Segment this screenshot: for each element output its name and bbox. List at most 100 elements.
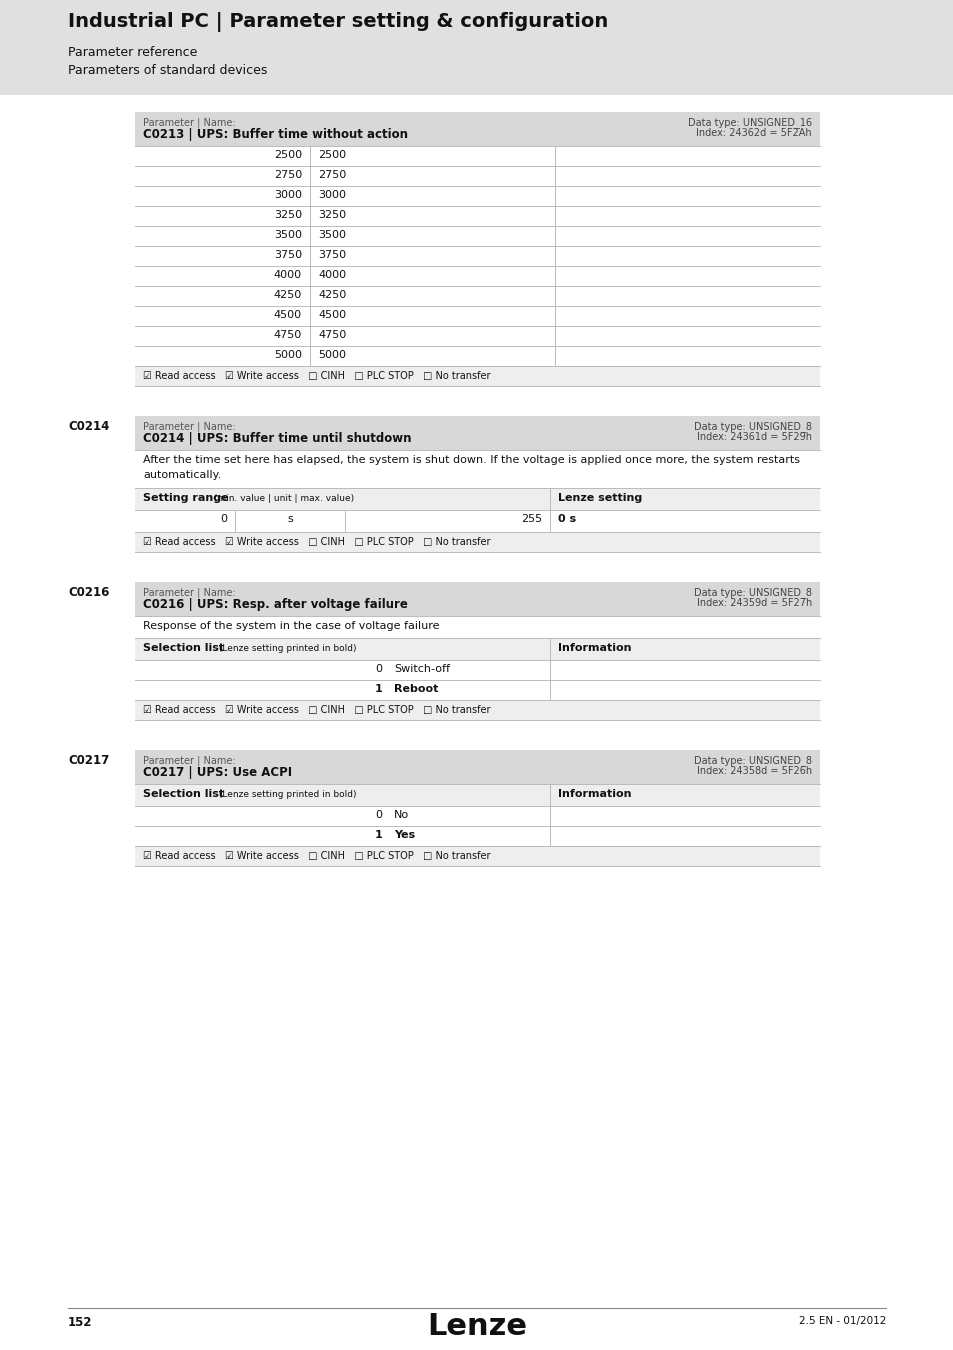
Text: 1: 1	[374, 684, 381, 694]
Text: 0 s: 0 s	[558, 514, 576, 524]
Text: Parameter | Name:: Parameter | Name:	[143, 755, 235, 765]
Text: Information: Information	[558, 643, 631, 653]
Bar	[135, 325, 820, 346]
Text: ☑ Read access   ☑ Write access   □ CINH   □ PLC STOP   □ No transfer: ☑ Read access ☑ Write access □ CINH □ PL…	[143, 705, 490, 716]
Text: Selection list: Selection list	[143, 643, 224, 653]
Bar	[135, 582, 820, 616]
Text: 3000: 3000	[317, 190, 346, 200]
Text: Data type: UNSIGNED_16: Data type: UNSIGNED_16	[687, 117, 811, 128]
Text: 3250: 3250	[274, 211, 302, 220]
Bar	[135, 680, 820, 701]
Text: C0214 | UPS: Buffer time until shutdown: C0214 | UPS: Buffer time until shutdown	[143, 432, 411, 446]
Bar	[135, 450, 820, 487]
Bar	[135, 266, 820, 286]
Text: 3250: 3250	[317, 211, 346, 220]
Text: 5000: 5000	[317, 350, 346, 360]
Text: Switch-off: Switch-off	[394, 664, 450, 674]
Text: Response of the system in the case of voltage failure: Response of the system in the case of vo…	[143, 621, 439, 630]
Bar	[135, 846, 820, 865]
Text: ☑ Read access   ☑ Write access   □ CINH   □ PLC STOP   □ No transfer: ☑ Read access ☑ Write access □ CINH □ PL…	[143, 850, 490, 861]
Text: (min. value | unit | max. value): (min. value | unit | max. value)	[211, 494, 354, 504]
Text: Yes: Yes	[394, 830, 415, 840]
Bar	[135, 286, 820, 306]
Bar	[135, 112, 820, 146]
Text: ☑ Read access   ☑ Write access   □ CINH   □ PLC STOP   □ No transfer: ☑ Read access ☑ Write access □ CINH □ PL…	[143, 537, 490, 547]
Text: Reboot: Reboot	[394, 684, 438, 694]
Text: Parameter | Name:: Parameter | Name:	[143, 421, 235, 432]
Bar	[135, 639, 820, 660]
Text: 3500: 3500	[274, 230, 302, 240]
Bar	[135, 510, 820, 532]
Text: 0: 0	[375, 664, 381, 674]
Text: 3500: 3500	[317, 230, 346, 240]
Bar	[135, 701, 820, 720]
Text: 4000: 4000	[274, 270, 302, 279]
Text: 4500: 4500	[274, 310, 302, 320]
Text: ☑ Read access   ☑ Write access   □ CINH   □ PLC STOP   □ No transfer: ☑ Read access ☑ Write access □ CINH □ PL…	[143, 371, 490, 381]
Bar	[135, 146, 820, 166]
Text: Index: 24359d = 5F27h: Index: 24359d = 5F27h	[696, 598, 811, 608]
Bar	[135, 826, 820, 846]
Text: Index: 24362d = 5F2Ah: Index: 24362d = 5F2Ah	[696, 128, 811, 138]
Text: C0213 | UPS: Buffer time without action: C0213 | UPS: Buffer time without action	[143, 128, 408, 140]
Text: After the time set here has elapsed, the system is shut down. If the voltage is : After the time set here has elapsed, the…	[143, 455, 800, 464]
Text: 2750: 2750	[317, 170, 346, 180]
Text: 152: 152	[68, 1316, 92, 1328]
Bar	[135, 306, 820, 325]
Text: 3750: 3750	[274, 250, 302, 261]
Text: 4750: 4750	[274, 329, 302, 340]
Text: automatically.: automatically.	[143, 470, 221, 481]
Text: Information: Information	[558, 788, 631, 799]
Text: Index: 24358d = 5F26h: Index: 24358d = 5F26h	[696, 765, 811, 776]
Bar	[135, 246, 820, 266]
Bar	[0, 0, 953, 95]
Text: Index: 24361d = 5F29h: Index: 24361d = 5F29h	[697, 432, 811, 441]
Bar	[135, 366, 820, 386]
Text: C0217: C0217	[68, 755, 110, 767]
Text: s: s	[287, 514, 293, 524]
Text: 4250: 4250	[274, 290, 302, 300]
Bar	[135, 660, 820, 680]
Bar	[135, 207, 820, 225]
Text: 3750: 3750	[317, 250, 346, 261]
Text: No: No	[394, 810, 409, 819]
Text: Selection list: Selection list	[143, 788, 224, 799]
Text: (Lenze setting printed in bold): (Lenze setting printed in bold)	[215, 790, 355, 799]
Bar	[135, 487, 820, 510]
Text: 2.5 EN - 01/2012: 2.5 EN - 01/2012	[798, 1316, 885, 1326]
Text: Setting range: Setting range	[143, 493, 229, 504]
Text: C0216 | UPS: Resp. after voltage failure: C0216 | UPS: Resp. after voltage failure	[143, 598, 408, 612]
Text: 2500: 2500	[317, 150, 346, 161]
Text: 2750: 2750	[274, 170, 302, 180]
Text: Lenze setting: Lenze setting	[558, 493, 641, 504]
Text: C0216: C0216	[68, 586, 110, 599]
Text: 4000: 4000	[317, 270, 346, 279]
Bar	[135, 186, 820, 207]
Bar	[135, 616, 820, 639]
Text: Data type: UNSIGNED_8: Data type: UNSIGNED_8	[693, 587, 811, 598]
Text: Parameters of standard devices: Parameters of standard devices	[68, 63, 267, 77]
Text: Lenze: Lenze	[427, 1312, 526, 1341]
Bar	[135, 346, 820, 366]
Bar	[135, 416, 820, 450]
Bar	[135, 532, 820, 552]
Text: 1: 1	[374, 830, 381, 840]
Text: 4750: 4750	[317, 329, 346, 340]
Bar	[135, 166, 820, 186]
Text: 2500: 2500	[274, 150, 302, 161]
Text: 0: 0	[375, 810, 381, 819]
Text: 255: 255	[520, 514, 541, 524]
Text: C0214: C0214	[68, 420, 110, 433]
Text: 5000: 5000	[274, 350, 302, 360]
Text: 3000: 3000	[274, 190, 302, 200]
Text: Parameter | Name:: Parameter | Name:	[143, 587, 235, 598]
Bar	[135, 225, 820, 246]
Text: Data type: UNSIGNED_8: Data type: UNSIGNED_8	[693, 421, 811, 432]
Text: Parameter | Name:: Parameter | Name:	[143, 117, 235, 127]
Bar	[135, 751, 820, 784]
Text: 4250: 4250	[317, 290, 346, 300]
Text: 0: 0	[220, 514, 227, 524]
Text: 4500: 4500	[317, 310, 346, 320]
Bar	[135, 784, 820, 806]
Text: C0217 | UPS: Use ACPI: C0217 | UPS: Use ACPI	[143, 765, 292, 779]
